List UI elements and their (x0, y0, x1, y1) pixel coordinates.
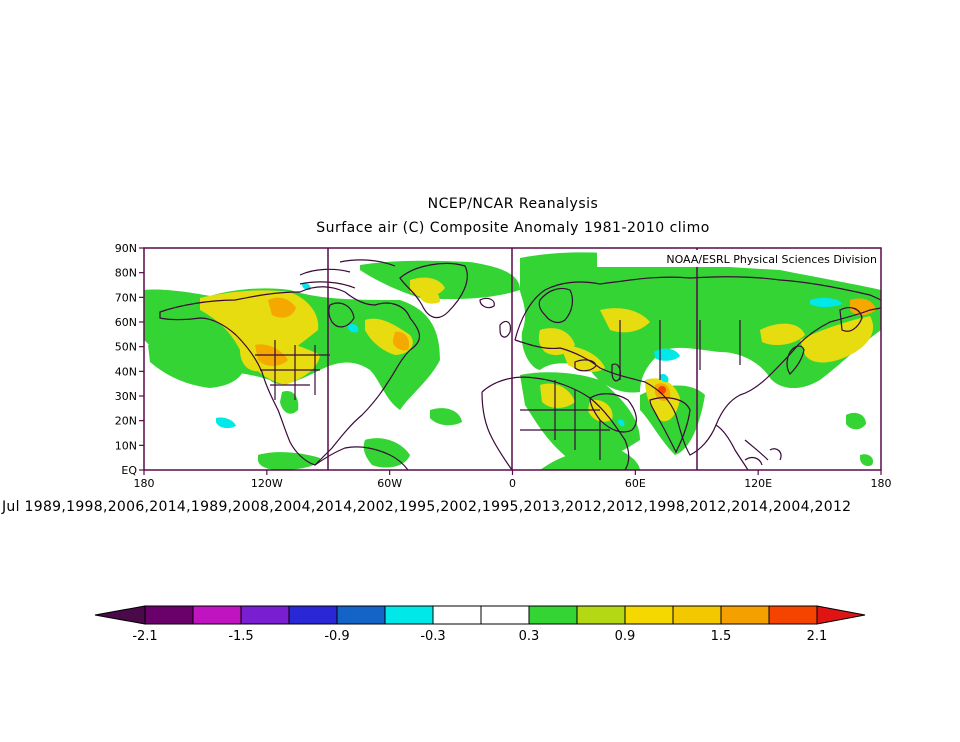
colorbar-swatch (576, 605, 626, 625)
latitude-axis: 90N 80N 70N 60N 50N 40N 30N 20N 10N EQ (115, 242, 144, 477)
colorbar-label: -0.3 (420, 629, 445, 644)
colorbar-swatch (336, 605, 386, 625)
lon-tick-label: 120E (744, 477, 772, 490)
composite-dates: Jul 1989,1998,2006,2014,1989,2008,2004,2… (2, 499, 852, 515)
colorbar-swatch (288, 605, 338, 625)
colorbar-swatch (240, 605, 290, 625)
map-panel: NOAA/ESRL Physical Sciences Division (143, 247, 882, 471)
colorbar-label: -0.9 (324, 629, 349, 644)
lat-tick-label: 10N (115, 439, 137, 452)
colorbar-swatch (480, 605, 530, 625)
lat-tick-label: 50N (115, 341, 137, 354)
map-title: NCEP/NCAR Reanalysis (427, 196, 599, 212)
colorbar-over-arrow (816, 605, 866, 625)
colorbar-swatch (384, 605, 434, 625)
map-subtitle: Surface air (C) Composite Anomaly 1981-2… (316, 220, 710, 236)
colorbar-swatch (144, 605, 194, 625)
colorbar-label: -1.5 (228, 629, 253, 644)
lat-tick-label: EQ (121, 464, 137, 477)
colorbar-swatch (768, 605, 818, 625)
credit-text: NOAA/ESRL Physical Sciences Division (666, 253, 877, 266)
lon-tick-label: 0 (509, 477, 516, 490)
colorbar-swatch (432, 605, 482, 625)
lat-tick-label: 90N (115, 242, 137, 255)
colorbar-swatch (672, 605, 722, 625)
anomaly-positive-extreme (658, 386, 666, 394)
colorbar-label: 0.9 (615, 629, 636, 644)
lat-tick-label: 30N (115, 390, 137, 403)
coastlines (159, 259, 882, 471)
colorbar-label: 1.5 (711, 629, 732, 644)
lon-tick-label: 180 (871, 477, 892, 490)
colorbar-swatch (528, 605, 578, 625)
colorbar-swatch (624, 605, 674, 625)
colorbar-label: 2.1 (807, 629, 828, 644)
colorbar: -2.1 -1.5 -0.9 -0.3 0.3 0.9 1.5 2.1 (94, 605, 866, 644)
colorbar-swatch (720, 605, 770, 625)
lat-tick-label: 80N (115, 267, 137, 280)
lon-tick-label: 60E (625, 477, 646, 490)
colorbar-label: -2.1 (132, 629, 157, 644)
lon-tick-label: 180 (134, 477, 155, 490)
lon-tick-label: 60W (377, 477, 402, 490)
credit-box (597, 250, 879, 267)
lon-tick-label: 120W (251, 477, 283, 490)
lat-tick-label: 60N (115, 316, 137, 329)
lat-tick-label: 70N (115, 291, 137, 304)
meridian-lines (327, 248, 698, 470)
colorbar-label: 0.3 (519, 629, 540, 644)
lat-tick-label: 40N (115, 365, 137, 378)
colorbar-under-arrow (94, 605, 146, 625)
lat-tick-label: 20N (115, 415, 137, 428)
colorbar-swatch (192, 605, 242, 625)
longitude-axis: 180 120W 60W 0 60E 120E 180 (134, 470, 892, 490)
